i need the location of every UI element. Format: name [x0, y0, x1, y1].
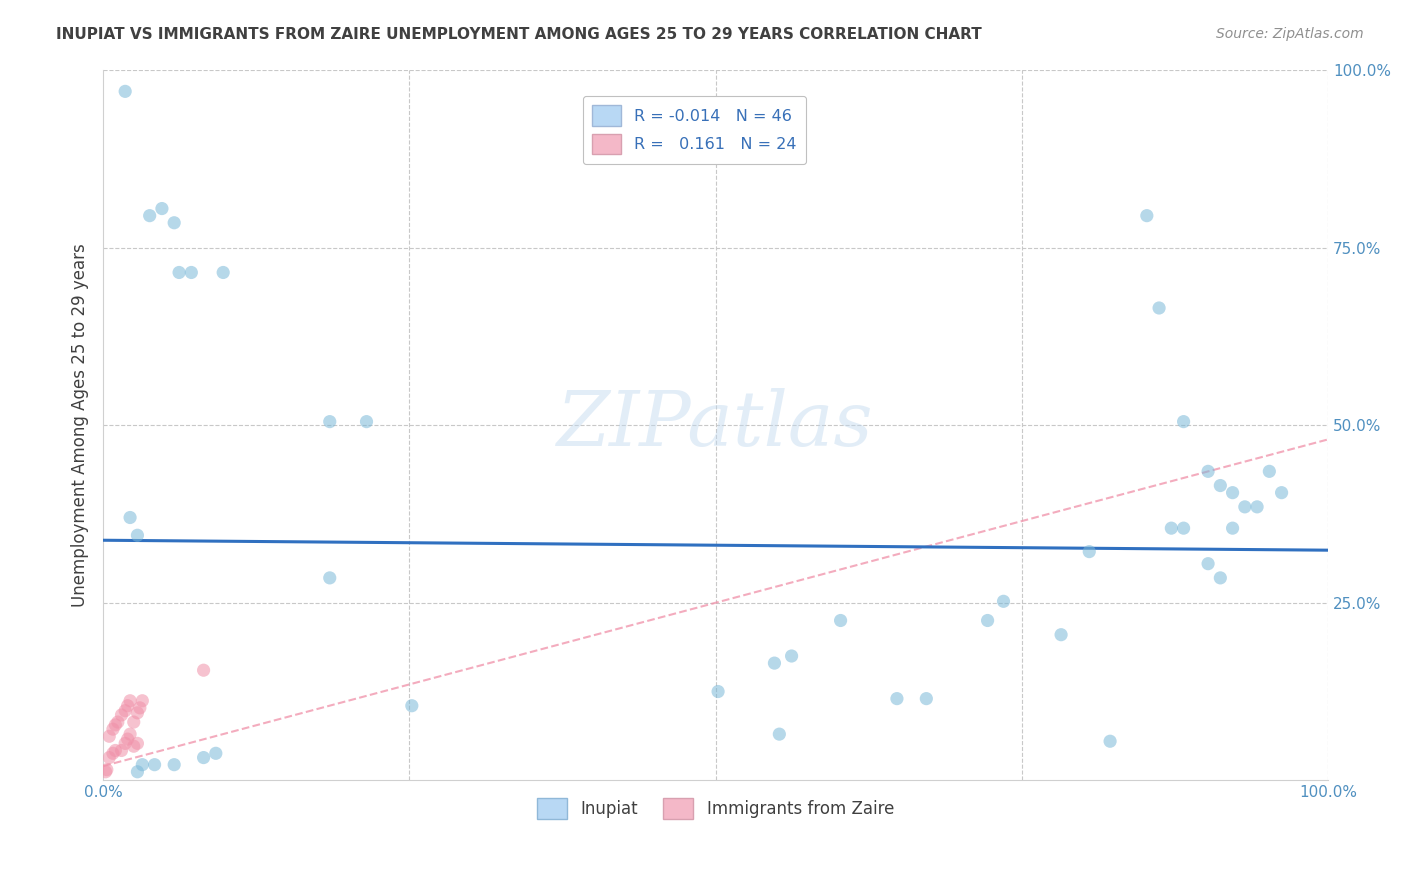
Point [122, 714, 145, 729]
Point [205, 747, 228, 761]
Point [401, 698, 423, 713]
Point [1271, 485, 1294, 500]
Point [163, 757, 186, 772]
Legend: Inupiat, Immigrants from Zaire: Inupiat, Immigrants from Zaire [530, 791, 901, 825]
Point [1160, 521, 1182, 535]
Point [180, 265, 202, 279]
Point [127, 736, 149, 750]
Point [993, 594, 1015, 608]
Point [114, 704, 136, 718]
Point [128, 701, 150, 715]
Point [1209, 478, 1232, 492]
Text: INUPIAT VS IMMIGRANTS FROM ZAIRE UNEMPLOYMENT AMONG AGES 25 TO 29 YEARS CORRELAT: INUPIAT VS IMMIGRANTS FROM ZAIRE UNEMPLO… [56, 27, 981, 42]
Text: Source: ZipAtlas.com: Source: ZipAtlas.com [1216, 27, 1364, 41]
Point [1197, 557, 1219, 571]
Point [763, 656, 786, 670]
Point [120, 510, 142, 524]
Point [127, 764, 149, 779]
Point [127, 528, 149, 542]
Point [94, 764, 117, 779]
Point [319, 571, 342, 585]
Point [110, 708, 132, 723]
Point [98, 750, 121, 764]
Point [110, 743, 132, 757]
Point [117, 732, 139, 747]
Point [830, 614, 852, 628]
Point [96, 763, 118, 777]
Point [1258, 464, 1281, 478]
Point [356, 415, 378, 429]
Point [107, 714, 129, 729]
Point [101, 747, 124, 761]
Point [163, 216, 186, 230]
Point [104, 718, 127, 732]
Point [1136, 209, 1159, 223]
Point [768, 727, 790, 741]
Point [138, 209, 160, 223]
Point [127, 706, 149, 720]
Point [1197, 464, 1219, 478]
Point [212, 265, 235, 279]
Point [117, 698, 139, 713]
Point [780, 648, 803, 663]
Point [1173, 521, 1195, 535]
Point [1173, 415, 1195, 429]
Point [193, 663, 215, 677]
Point [976, 614, 998, 628]
Point [886, 691, 908, 706]
Point [1050, 628, 1073, 642]
Point [114, 736, 136, 750]
Point [1222, 485, 1244, 500]
Point [707, 684, 730, 698]
Point [120, 727, 142, 741]
Point [101, 722, 124, 736]
Point [114, 84, 136, 98]
Point [143, 757, 166, 772]
Point [1222, 521, 1244, 535]
Point [122, 739, 145, 754]
Point [193, 750, 215, 764]
Point [98, 729, 121, 743]
Point [1147, 301, 1170, 315]
Y-axis label: Unemployment Among Ages 25 to 29 years: Unemployment Among Ages 25 to 29 years [72, 244, 89, 607]
Point [319, 415, 342, 429]
Point [1246, 500, 1268, 514]
Point [120, 694, 142, 708]
Point [1209, 571, 1232, 585]
Point [167, 265, 190, 279]
Point [104, 743, 127, 757]
Point [1233, 500, 1256, 514]
Point [1099, 734, 1122, 748]
Point [150, 202, 173, 216]
Text: ZIPatlas: ZIPatlas [557, 388, 875, 462]
Point [915, 691, 938, 706]
Point [1078, 544, 1101, 558]
Point [131, 757, 153, 772]
Point [131, 694, 153, 708]
